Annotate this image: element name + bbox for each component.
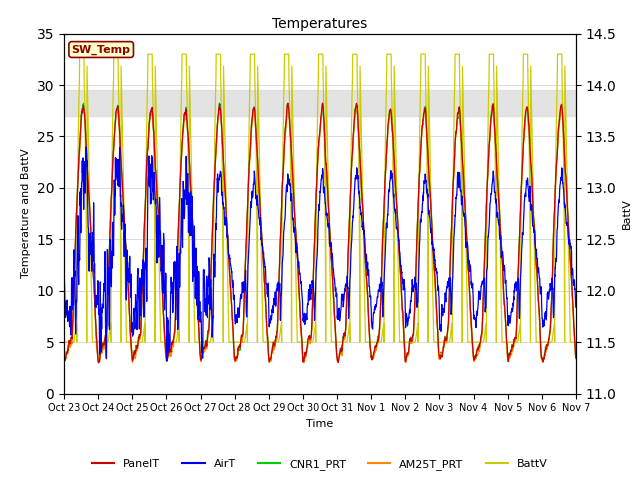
X-axis label: Time: Time [307,419,333,429]
Title: Temperatures: Temperatures [273,17,367,31]
Y-axis label: BattV: BattV [622,198,632,229]
Text: SW_Temp: SW_Temp [72,44,131,55]
Legend: PanelT, AirT, CNR1_PRT, AM25T_PRT, BattV: PanelT, AirT, CNR1_PRT, AM25T_PRT, BattV [88,455,552,474]
Y-axis label: Temperature and BattV: Temperature and BattV [21,149,31,278]
Bar [64,90,576,116]
